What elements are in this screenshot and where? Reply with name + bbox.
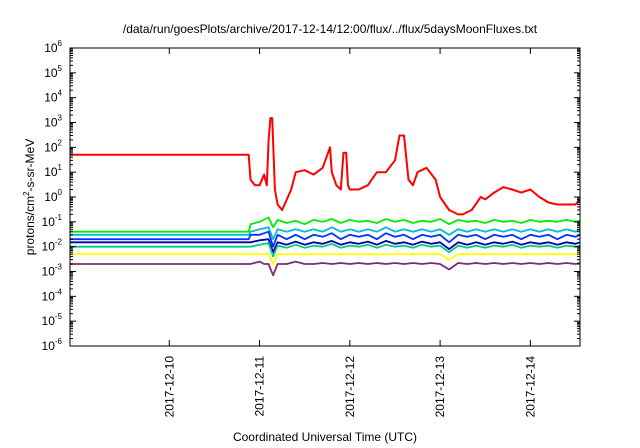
series-line-5 <box>70 238 581 254</box>
series-line-6 <box>70 242 581 258</box>
x-tick-label: 2017-12-11 <box>253 356 267 417</box>
series-layer <box>70 117 581 277</box>
y-tick-label: 100 <box>44 188 62 204</box>
y-tick-label: 10-5 <box>42 312 63 328</box>
series-line-2 <box>70 216 581 233</box>
y-tick-label: 10-1 <box>42 213 63 229</box>
y-tick-label: 10-2 <box>42 238 63 254</box>
series-line-3 <box>70 226 581 241</box>
x-tick-label: 2017-12-13 <box>433 356 447 418</box>
series-line-7 <box>70 253 580 265</box>
series-line-1 <box>70 117 581 216</box>
x-tick-label: 2017-12-12 <box>343 356 357 418</box>
y-tick-label: 10-4 <box>42 287 63 303</box>
x-axis-label: Coordinated Universal Time (UTC) <box>233 430 417 444</box>
y-tick-label: 104 <box>44 89 62 105</box>
chart-title: /data/run/goesPlots/archive/2017-12-14/1… <box>123 22 538 36</box>
y-tick-label: 102 <box>44 138 62 154</box>
plot-frame <box>69 47 581 347</box>
y-tick-label: 106 <box>44 39 62 55</box>
y-tick-label: 101 <box>44 163 62 179</box>
y-tick-label: 105 <box>44 64 62 80</box>
y-axis-label: protons/cm2-s-sr-MeV <box>22 139 37 255</box>
ticks-layer: 10-6 10-5 10-4 10-3 10-2 10-1 100 101 102 103 104 1… <box>42 39 580 417</box>
x-tick-label: 2017-12-14 <box>523 356 537 418</box>
y-tick-label: 10-3 <box>42 263 63 279</box>
series-line-4 <box>70 230 581 248</box>
series-line-8 <box>70 260 581 277</box>
y-tick-label: 10-6 <box>42 337 63 353</box>
x-tick-label: 2017-12-10 <box>162 356 176 418</box>
y-tick-label: 103 <box>44 114 62 130</box>
